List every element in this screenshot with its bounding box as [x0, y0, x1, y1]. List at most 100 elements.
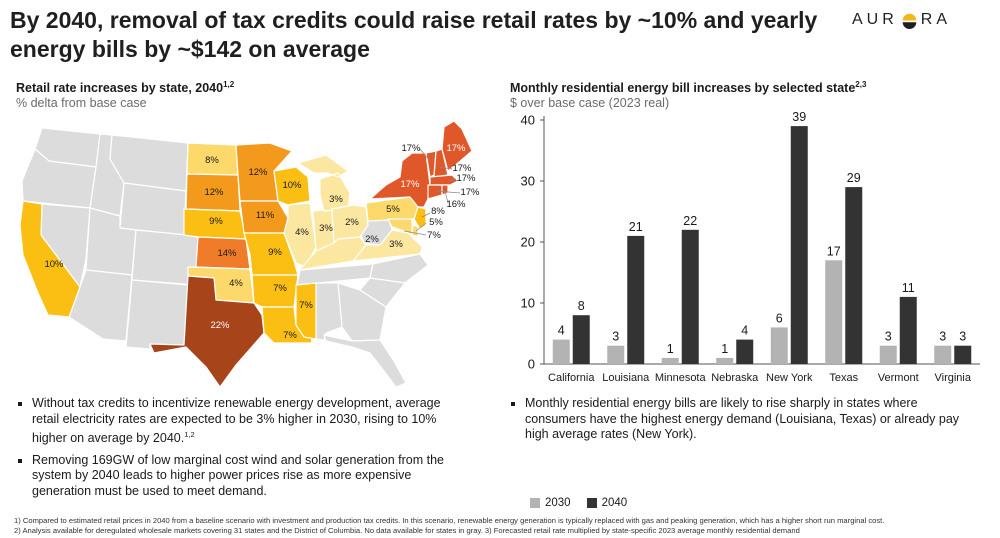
map-label-louisiana: 7% [283, 330, 297, 341]
map-label-south-dakota: 12% [204, 187, 224, 198]
chart-title-sup: 2,3 [855, 80, 867, 89]
y-tick-label-0: 0 [528, 357, 535, 372]
bar-label-2040-nebraska: 4 [741, 324, 748, 338]
map-subtitle: % delta from base case [16, 96, 147, 110]
sun-icon [902, 13, 917, 29]
y-tick-label-10: 10 [521, 296, 535, 311]
map-label-texas: 22% [210, 320, 230, 331]
right-bullet-list: Monthly residential energy bills are lik… [509, 396, 979, 449]
state-florida [323, 334, 407, 388]
map-label-kentucky: 2% [365, 234, 379, 245]
right-bullet-1: Monthly residential energy bills are lik… [509, 396, 979, 443]
state-kentucky [299, 236, 367, 271]
y-tick-label-40: 40 [521, 113, 535, 128]
state-massachusetts [429, 174, 459, 186]
state-north-carolina [369, 253, 429, 284]
legend-label-2030: 2030 [545, 497, 571, 509]
state-illinois [283, 202, 317, 268]
chart-title: Monthly residential energy bill increase… [510, 80, 866, 95]
map-label-illinois: 4% [295, 227, 309, 238]
map-label-massachusetts: 17% [456, 173, 476, 184]
bar-2040-california [572, 315, 590, 364]
state-alabama [315, 282, 343, 341]
state-delaware [411, 224, 419, 238]
legend-item-2040: 2040 [586, 497, 628, 509]
map-label-wisconsin: 10% [282, 180, 302, 191]
map-label-new-jersey: 8% [431, 206, 445, 217]
footnotes: 1) Compared to estimated retail prices i… [14, 516, 994, 535]
bar-label-2040-texas: 29 [847, 171, 861, 185]
map-leader-lines [403, 148, 461, 236]
aurora-logo: AUR RA [852, 8, 951, 32]
page-title: By 2040, removal of tax credits could ra… [10, 7, 818, 62]
map-label-kansas: 14% [217, 248, 237, 259]
state-mississippi [295, 282, 317, 340]
bar-label-2030-nebraska: 1 [721, 342, 728, 356]
left-bullet-1: Without tax credits to incentivize renew… [16, 396, 456, 447]
logo-text-left: AUR [852, 11, 898, 28]
bar-label-2030-california: 4 [558, 324, 565, 338]
map-label-nebraska: 9% [209, 216, 223, 227]
bar-2040-minnesota [681, 229, 699, 364]
map-label-minnesota: 12% [248, 167, 268, 178]
map-label-delaware: 5% [429, 217, 443, 228]
legend-label-2040: 2040 [601, 497, 628, 509]
footnote-1: 1) Compared to estimated retail prices i… [14, 516, 885, 525]
bar-label-2030-new-york: 6 [776, 311, 783, 325]
x-tick-label-louisiana: Louisiana [602, 372, 650, 384]
bar-2030-texas [825, 260, 843, 364]
legend-swatch-2030 [530, 498, 540, 508]
state-texas [149, 275, 265, 388]
map-label-maryland: 7% [427, 230, 441, 241]
state-new-york [369, 152, 431, 208]
bar-2030-california [552, 339, 570, 364]
map-label-ohio: 2% [345, 217, 359, 228]
map-label-vermont: 17% [401, 143, 421, 154]
bar-label-2030-virginia: 3 [939, 330, 946, 344]
left-bullet-2-text: Removing 169GW of low marginal cost wind… [32, 452, 445, 498]
x-tick-label-new-york: New York [766, 372, 813, 384]
y-tick-label-20: 20 [521, 235, 535, 250]
state-wyoming [119, 182, 187, 236]
bar-2030-louisiana [607, 345, 625, 364]
bar-2030-nebraska [716, 357, 734, 364]
map-label-pennsylvania: 5% [386, 204, 400, 215]
legend-item-2030: 2030 [530, 497, 571, 509]
map-label-california: 10% [44, 259, 64, 270]
state-california [19, 200, 81, 318]
chart-subtitle: $ over base case (2023 real) [510, 96, 670, 110]
y-tick-label-30: 30 [521, 174, 535, 189]
state-rhode-island [441, 184, 449, 196]
bar-label-2030-vermont: 3 [885, 330, 892, 344]
bar-label-2030-louisiana: 3 [612, 330, 619, 344]
x-tick-label-minnesota: Minnesota [655, 372, 707, 384]
bar-label-2040-california: 8 [578, 299, 585, 313]
state-connecticut [427, 184, 443, 200]
map-label-indiana: 3% [319, 223, 333, 234]
bar-2040-new-york [790, 126, 808, 364]
left-bullet-2: Removing 169GW of low marginal cost wind… [16, 453, 456, 500]
map-label-missouri: 9% [268, 247, 282, 258]
left-bullet-list: Without tax credits to incentivize renew… [16, 396, 456, 505]
bar-label-2040-virginia: 3 [959, 330, 966, 344]
bar-2030-new-york [770, 327, 788, 364]
map-title-sup: 1,2 [223, 80, 235, 89]
bar-2030-virginia [934, 345, 952, 364]
map-label-new-york: 17% [400, 179, 420, 190]
bar-2040-louisiana [627, 235, 645, 364]
footnote-2: 2) Analysis available for deregulated wh… [14, 525, 800, 535]
x-tick-label-california: California [548, 372, 595, 384]
map-label-virginia: 3% [389, 239, 403, 250]
chart-legend: 2030 2040 [530, 497, 643, 509]
map-label-maine: 17% [446, 143, 466, 154]
us-map: 10% 8% 12% 12% 10% 9% 11% 14% 9% 4% 3% 3… [19, 120, 480, 388]
bar-2040-vermont [899, 296, 917, 364]
bar-2030-vermont [879, 345, 897, 364]
logo-text-right: RA [920, 11, 952, 28]
map-label-mississippi: 7% [299, 300, 313, 311]
bar-2040-texas [845, 187, 863, 364]
bar-label-2040-vermont: 11 [902, 281, 915, 295]
map-label-arkansas: 7% [273, 283, 287, 294]
map-label-new-hampshire: 17% [452, 163, 472, 174]
bar-label-2030-texas: 17 [827, 244, 841, 258]
